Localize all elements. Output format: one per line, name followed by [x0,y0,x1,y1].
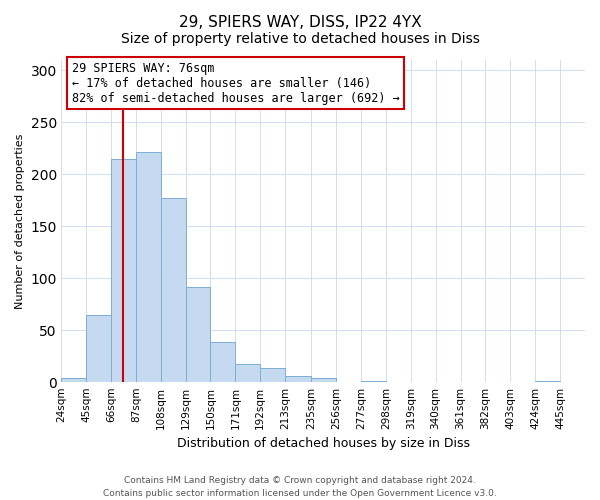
Bar [211,342,235,382]
Bar [311,378,336,382]
Bar [260,368,285,382]
Bar [161,198,185,382]
X-axis label: Distribution of detached houses by size in Diss: Distribution of detached houses by size … [176,437,470,450]
Text: 29, SPIERS WAY, DISS, IP22 4YX: 29, SPIERS WAY, DISS, IP22 4YX [179,15,421,30]
Bar [285,376,311,382]
Bar [136,152,161,382]
Text: Contains HM Land Registry data © Crown copyright and database right 2024.
Contai: Contains HM Land Registry data © Crown c… [103,476,497,498]
Bar [185,286,211,382]
Bar [61,378,86,382]
Y-axis label: Number of detached properties: Number of detached properties [15,134,25,309]
Text: Size of property relative to detached houses in Diss: Size of property relative to detached ho… [121,32,479,46]
Bar [111,159,136,382]
Bar [86,315,111,382]
Text: 29 SPIERS WAY: 76sqm
← 17% of detached houses are smaller (146)
82% of semi-deta: 29 SPIERS WAY: 76sqm ← 17% of detached h… [71,62,400,104]
Bar [235,364,260,382]
